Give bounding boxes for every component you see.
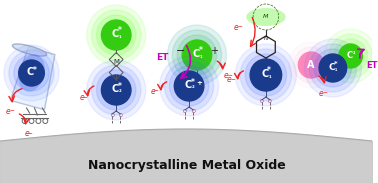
Text: *: * xyxy=(118,81,122,91)
Text: +: + xyxy=(196,80,202,86)
Text: e: e xyxy=(79,94,84,102)
Text: M: M xyxy=(263,14,269,20)
Text: −: − xyxy=(9,107,14,112)
Circle shape xyxy=(101,75,131,105)
Text: −: − xyxy=(175,46,185,56)
Text: O: O xyxy=(260,99,264,104)
Circle shape xyxy=(314,49,352,87)
Text: C: C xyxy=(112,84,119,94)
Text: *: * xyxy=(33,66,37,74)
Text: e: e xyxy=(6,107,10,115)
Circle shape xyxy=(167,25,226,85)
Text: ₁: ₁ xyxy=(200,53,202,59)
Text: C: C xyxy=(27,67,34,77)
Text: C: C xyxy=(261,69,268,79)
Text: ET: ET xyxy=(156,53,169,63)
Text: −: − xyxy=(237,23,242,28)
Text: e: e xyxy=(150,87,155,96)
Text: *: * xyxy=(191,77,194,87)
Text: N: N xyxy=(264,36,268,40)
Circle shape xyxy=(298,52,324,78)
Polygon shape xyxy=(10,47,55,110)
Text: −: − xyxy=(231,76,235,81)
Text: −: − xyxy=(83,94,88,99)
Text: O: O xyxy=(191,78,195,83)
Circle shape xyxy=(96,70,136,110)
Text: ₁: ₁ xyxy=(268,74,271,79)
Circle shape xyxy=(329,34,372,78)
Circle shape xyxy=(324,29,377,83)
Circle shape xyxy=(172,30,222,80)
Text: *: * xyxy=(334,61,338,68)
Text: e: e xyxy=(227,76,232,85)
Text: *: * xyxy=(267,66,271,76)
Circle shape xyxy=(309,44,356,92)
Circle shape xyxy=(182,40,212,70)
Text: ₂: ₂ xyxy=(352,51,355,55)
Circle shape xyxy=(101,20,131,50)
Text: ₂: ₂ xyxy=(119,89,121,94)
Text: O: O xyxy=(183,109,187,114)
Text: ₁: ₁ xyxy=(335,67,338,72)
Text: e: e xyxy=(319,89,324,98)
Circle shape xyxy=(250,59,282,91)
Text: C: C xyxy=(184,80,192,90)
Circle shape xyxy=(14,55,49,91)
Circle shape xyxy=(91,65,141,115)
Circle shape xyxy=(172,30,222,80)
Text: ₂: ₂ xyxy=(192,85,194,89)
Circle shape xyxy=(167,25,226,85)
Text: A: A xyxy=(307,60,315,70)
Text: e: e xyxy=(224,72,229,81)
Circle shape xyxy=(91,10,141,60)
Ellipse shape xyxy=(246,8,286,26)
Text: *: * xyxy=(198,46,202,55)
Circle shape xyxy=(177,35,217,75)
Text: Nanocrystalline Metal Oxide: Nanocrystalline Metal Oxide xyxy=(88,158,286,171)
Text: ₁: ₁ xyxy=(119,33,121,38)
Ellipse shape xyxy=(12,44,47,56)
Circle shape xyxy=(164,61,214,111)
Text: −: − xyxy=(153,87,158,92)
Circle shape xyxy=(240,49,291,101)
Ellipse shape xyxy=(18,54,45,92)
Text: −: − xyxy=(322,89,327,94)
Text: O: O xyxy=(191,109,195,114)
Circle shape xyxy=(174,71,204,101)
Circle shape xyxy=(235,44,296,106)
Circle shape xyxy=(87,5,146,65)
Text: C: C xyxy=(328,63,335,72)
Circle shape xyxy=(304,39,361,97)
Circle shape xyxy=(319,54,347,82)
Text: C: C xyxy=(347,51,353,59)
Text: O: O xyxy=(118,113,122,118)
Circle shape xyxy=(169,66,209,106)
Circle shape xyxy=(4,45,59,101)
Text: +: + xyxy=(210,46,218,56)
Text: C: C xyxy=(192,49,200,59)
Text: ET: ET xyxy=(367,61,378,70)
Circle shape xyxy=(245,54,287,96)
Circle shape xyxy=(87,60,146,120)
Text: M: M xyxy=(113,59,119,66)
Text: O: O xyxy=(268,99,272,104)
Circle shape xyxy=(334,39,367,73)
Circle shape xyxy=(9,50,54,96)
Circle shape xyxy=(177,35,217,75)
Text: *: * xyxy=(118,27,122,36)
Circle shape xyxy=(19,60,44,86)
Circle shape xyxy=(339,44,363,68)
Text: −: − xyxy=(28,130,33,135)
Circle shape xyxy=(293,47,329,83)
Text: O: O xyxy=(199,78,203,83)
Text: −: − xyxy=(228,72,232,77)
Text: e: e xyxy=(234,23,239,31)
Circle shape xyxy=(160,56,218,116)
Text: C: C xyxy=(112,29,119,39)
Text: e: e xyxy=(24,130,29,139)
Circle shape xyxy=(96,15,136,55)
Text: O: O xyxy=(110,113,114,118)
